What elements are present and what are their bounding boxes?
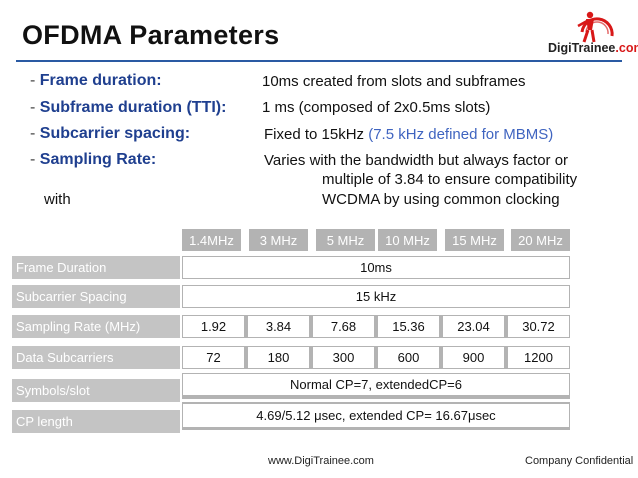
bullet-value: Varies with the bandwidth but always fac… [264, 152, 569, 169]
table-span-cell: Normal CP=7, extendedCP=6 [183, 374, 569, 395]
table-row-label: Subcarrier Spacing [12, 285, 180, 308]
table-cell: 900 [443, 347, 504, 368]
table-header-cell: 10 MHz [378, 229, 437, 251]
table-cell: 15.36 [378, 316, 439, 337]
bullet-label: Subcarrier spacing: [39, 125, 191, 142]
title-underline [16, 60, 622, 62]
bullet-value: 10ms created from slots and subframes [262, 73, 526, 90]
table-cell: 600 [378, 347, 439, 368]
bullet-subframe-duration: - Subframe duration (TTI): [30, 99, 226, 117]
bullet-label: Sampling Rate: [39, 151, 157, 168]
table-row-label: Data Subcarriers [12, 346, 180, 369]
footer-confidential: Company Confidential [525, 455, 634, 467]
value-text: Fixed to 15kHz [264, 126, 369, 143]
table-cell: 7.68 [313, 316, 374, 337]
table-span-cell: 10ms [183, 257, 569, 278]
logo-text-main: DigiTrainee [548, 41, 616, 55]
table-header-cell: 15 MHz [445, 229, 504, 251]
bullet-value: Fixed to 15kHz (7.5 kHz defined for MBMS… [264, 126, 553, 143]
table-cell: 72 [183, 347, 244, 368]
digitrainee-logo-text: DigiTrainee.com [548, 41, 638, 55]
table-span-cell: 15 kHz [183, 286, 569, 307]
table-cell: 23.04 [443, 316, 504, 337]
bullet-label: Frame duration: [39, 72, 162, 89]
table-header-cell: 20 MHz [511, 229, 570, 251]
table-row-label: Frame Duration [12, 256, 180, 279]
bullet-value: 1 ms (composed of 2x0.5ms slots) [262, 99, 491, 116]
bullet-sampling-rate: - Sampling Rate: [30, 151, 156, 169]
bullet-dash: - [30, 151, 40, 168]
bullet-subcarrier-spacing: - Subcarrier spacing: [30, 125, 190, 143]
table-row-label: CP length [12, 410, 180, 433]
table-row-label: Sampling Rate (MHz) [12, 315, 180, 338]
sampling-continuation-with: with [44, 191, 71, 208]
table-row-label: Symbols/slot [12, 379, 180, 402]
sampling-continuation: multiple of 3.84 to ensure compatibility [322, 171, 578, 188]
bullet-label: Subframe duration (TTI): [39, 99, 227, 116]
table-cell: 180 [248, 347, 309, 368]
value-highlight: (7.5 kHz defined for MBMS) [368, 126, 554, 143]
table-header-cell: 5 MHz [316, 229, 375, 251]
bullet-dash: - [30, 72, 40, 89]
table-cell: 300 [313, 347, 374, 368]
digitrainee-logo-icon [577, 11, 614, 43]
bullet-dash: - [30, 99, 40, 116]
bullet-frame-duration: - Frame duration: [30, 72, 162, 90]
footer-url: www.DigiTrainee.com [268, 455, 374, 467]
table-cell: 1200 [508, 347, 569, 368]
bullet-dash: - [30, 125, 40, 142]
slide-title: OFDMA Parameters [22, 20, 280, 50]
table-cell: 3.84 [248, 316, 309, 337]
table-header-cell: 1.4MHz [182, 229, 241, 251]
table-span-cell: 4.69/5.12 μsec, extended CP= 16.67μsec [183, 404, 569, 427]
table-cell: 30.72 [508, 316, 569, 337]
sampling-continuation-wcdma: WCDMA by using common clocking [322, 191, 560, 208]
table-cell: 1.92 [183, 316, 244, 337]
table-header-cell: 3 MHz [249, 229, 308, 251]
logo-text-suffix: .com [615, 41, 638, 55]
